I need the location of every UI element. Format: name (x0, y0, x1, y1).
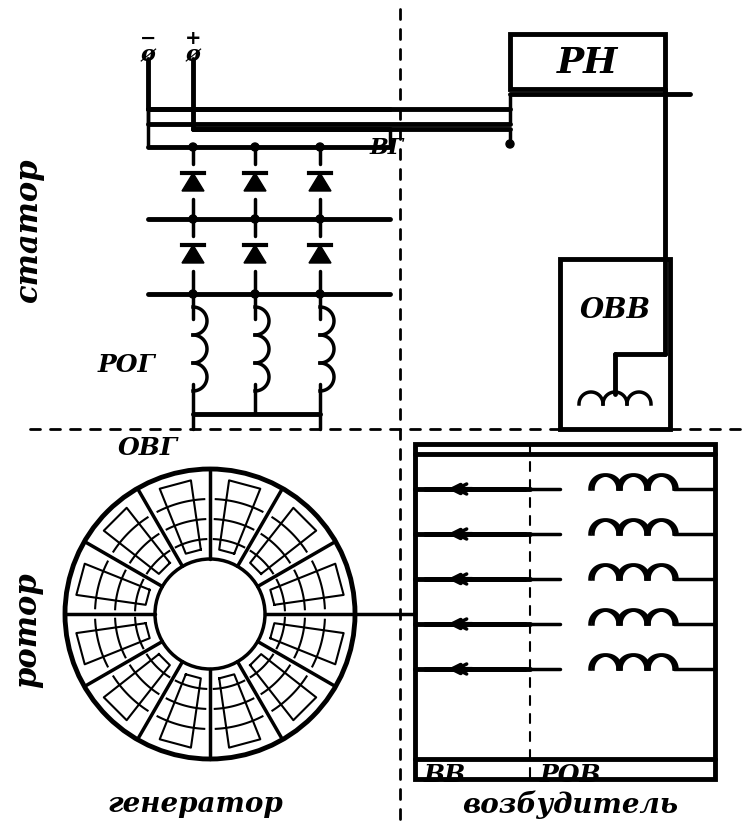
Polygon shape (244, 246, 266, 263)
Circle shape (506, 141, 514, 149)
Circle shape (316, 144, 324, 152)
Text: +: + (185, 28, 201, 47)
Bar (415, 445, 715, 779)
Circle shape (189, 216, 197, 224)
Polygon shape (309, 174, 331, 192)
Polygon shape (309, 246, 331, 263)
Text: РН: РН (557, 46, 618, 80)
Polygon shape (182, 174, 204, 192)
Text: −: − (140, 28, 156, 47)
Text: ОВГ: ОВГ (118, 436, 178, 460)
Text: РОГ: РОГ (98, 353, 156, 377)
Text: возбудитель: возбудитель (462, 790, 678, 818)
Polygon shape (244, 174, 266, 192)
Text: генератор: генератор (107, 791, 283, 817)
Bar (560, 260, 670, 430)
Circle shape (251, 216, 259, 224)
Text: ø: ø (186, 44, 200, 66)
Text: РОВ: РОВ (539, 762, 600, 786)
Text: статор: статор (13, 157, 43, 302)
Bar (510, 35, 665, 90)
Circle shape (189, 291, 197, 299)
Polygon shape (182, 246, 204, 263)
Text: ротор: ротор (13, 571, 43, 687)
Text: ОВВ: ОВВ (580, 296, 650, 323)
Text: ø: ø (141, 44, 156, 66)
Circle shape (316, 216, 324, 224)
Text: ВГ: ВГ (370, 137, 404, 159)
Text: ВВ: ВВ (424, 762, 466, 786)
Circle shape (251, 291, 259, 299)
Circle shape (189, 144, 197, 152)
Circle shape (316, 291, 324, 299)
Circle shape (251, 144, 259, 152)
